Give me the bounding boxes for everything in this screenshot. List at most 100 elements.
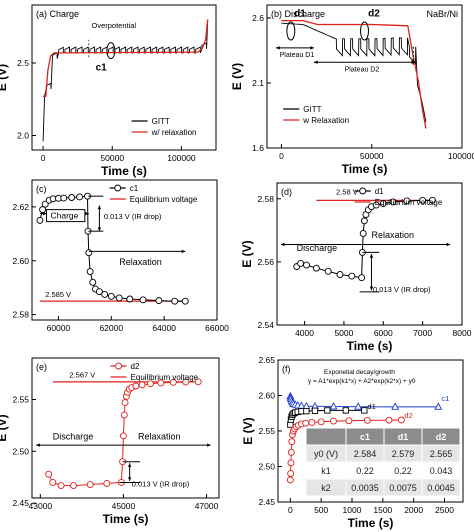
- data-point: [119, 432, 127, 440]
- arrow-head: [97, 205, 102, 210]
- data-point: [95, 288, 103, 296]
- data-point: [86, 481, 94, 488]
- chart-panel-c: 60000 62000 64000 66000 2.58 2.60 2.62 (c) Charg…: [12, 179, 229, 333]
- data-point: [372, 201, 380, 209]
- x-tick-label: 7000: [413, 328, 432, 338]
- data-point: [348, 272, 356, 280]
- chart-panel-f: 0 500 1000 1500 2000 2500 2.45 2.50 2.55 2.60 2.65…: [241, 355, 464, 530]
- x-axis-label: Time (s): [101, 164, 147, 178]
- annotation: Relaxation: [371, 230, 414, 240]
- y-tick-label: 2.6: [252, 13, 264, 23]
- data-point: [317, 418, 325, 426]
- y-tick-label: 2.0: [17, 131, 29, 141]
- data-point: [155, 297, 163, 305]
- data-point: [70, 482, 78, 490]
- annotation: 2.58 V: [336, 188, 358, 197]
- data-point: [45, 470, 53, 478]
- x-tick-label: 2000: [404, 505, 423, 515]
- table-text: 2.565: [430, 449, 453, 459]
- series-gitt: [42, 19, 209, 142]
- table-cell: [305, 427, 347, 446]
- data-point: [85, 249, 93, 257]
- y-axis-label: E (V): [0, 64, 9, 91]
- legend-marker: [114, 184, 122, 192]
- x-tick-label: 8000: [453, 328, 472, 338]
- annotation: c1: [96, 62, 108, 73]
- data-point: [194, 378, 202, 386]
- data-point: [126, 295, 134, 303]
- annotation: 0.013 V (IR drop): [104, 212, 162, 221]
- data-point: [361, 407, 368, 414]
- x-tick-label: 5000: [334, 328, 353, 338]
- data-point: [171, 297, 179, 305]
- panel-title: (b) Discharge: [271, 9, 325, 19]
- table-text: d2: [436, 432, 447, 442]
- data-point: [68, 194, 76, 201]
- annotation: 0.013 V (IR drop): [132, 480, 190, 489]
- fit-c1: [289, 396, 439, 408]
- arrow-head: [411, 60, 416, 64]
- data-point: [39, 206, 47, 214]
- data-point: [49, 478, 57, 486]
- data-point: [302, 419, 310, 427]
- plot-frame: [276, 182, 463, 326]
- legend-label: d2: [131, 362, 140, 371]
- y-tick-label: 2.55: [12, 394, 29, 404]
- data-point: [354, 402, 363, 410]
- chart-panel-d: 4000 5000 6000 7000 8000 2.54 2.56 2.58 Time (s)…: [240, 182, 472, 353]
- data-point: [389, 198, 397, 206]
- x-tick-label: 4000: [295, 328, 314, 338]
- chart-panel-b: 0 50000 100000 1.6 2.1 2.6 Time (s) E (V) (b) Di…: [230, 4, 474, 176]
- arrow-head: [276, 46, 280, 50]
- d2-circle: [360, 21, 369, 41]
- data-point: [41, 200, 49, 208]
- series-gitt: [281, 22, 427, 123]
- data-point: [360, 217, 368, 225]
- y-tick-label: 2.62: [12, 202, 29, 212]
- y-tick-label: 2.58: [12, 310, 29, 320]
- data-point: [287, 448, 295, 456]
- data-point: [181, 297, 189, 305]
- arrow-head: [85, 211, 89, 216]
- data-point: [286, 476, 294, 484]
- arrow-head: [127, 463, 132, 467]
- x-axis-label: Time (s): [347, 339, 393, 353]
- data-point: [391, 402, 400, 410]
- x-tick-label: 50000: [100, 153, 124, 163]
- x-tick-label: 2500: [435, 505, 454, 515]
- y-axis-label: E (V): [240, 240, 254, 267]
- c1-circle: [106, 42, 116, 60]
- legend-label: w Relaxation: [302, 116, 349, 125]
- legend-marker: [115, 362, 122, 370]
- data-point: [60, 194, 68, 202]
- y-tick-label: 1.6: [252, 143, 264, 153]
- legend-label: GITT: [303, 105, 321, 114]
- legend-label: w/ relaxation: [151, 128, 197, 137]
- x-tick-label: 6000: [374, 328, 393, 338]
- panel-title: (e): [36, 362, 47, 372]
- series-label: d2: [404, 411, 412, 420]
- plot-frame: [31, 357, 220, 499]
- x-tick-label: 500: [314, 505, 328, 515]
- annotation: 2.585 V: [45, 290, 71, 299]
- x-tick-label: 0: [41, 153, 46, 163]
- table-text: c1: [360, 432, 370, 442]
- data-point: [36, 216, 44, 224]
- data-point: [363, 416, 371, 424]
- table-text: k2: [321, 483, 331, 493]
- x-tick-label: 43000: [28, 501, 52, 511]
- series-relaxation: [43, 19, 209, 97]
- data-point: [429, 196, 436, 204]
- data-point: [101, 290, 109, 298]
- data-point: [182, 378, 190, 386]
- annotation: Charge: [51, 211, 79, 221]
- data-point: [89, 278, 97, 286]
- annotation: d1: [294, 9, 306, 20]
- data-point: [287, 470, 295, 478]
- data-point: [288, 438, 296, 446]
- panel-title: (d): [281, 187, 292, 197]
- x-tick-label: 62000: [99, 323, 123, 333]
- table-text: 0.043: [430, 466, 453, 476]
- table-cell: [421, 478, 461, 497]
- x-tick-label: 66000: [205, 323, 229, 333]
